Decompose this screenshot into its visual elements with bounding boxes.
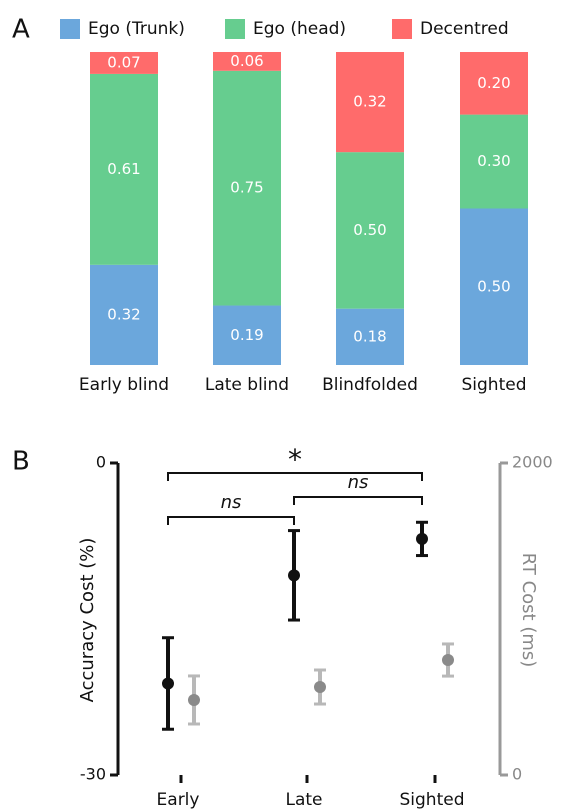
x-tick-label: Early blind	[79, 375, 169, 395]
point	[188, 693, 200, 706]
bar-segment	[213, 70, 281, 306]
x-tick-label: Sighted	[400, 790, 465, 810]
bar-segment	[460, 114, 528, 209]
value-label: 0.30	[477, 152, 510, 170]
bar-segment	[213, 305, 281, 365]
point	[442, 654, 454, 667]
y-tick-label: -30	[80, 765, 106, 784]
legend-swatch	[225, 19, 245, 39]
y-axis-label: Accuracy Cost (%)	[77, 538, 98, 703]
value-label: 0.06	[230, 52, 263, 70]
value-label: 0.07	[107, 53, 140, 71]
bar-segment	[213, 52, 281, 71]
value-label: 0.19	[230, 326, 263, 344]
significance-bracket	[167, 472, 423, 481]
bar-segment	[90, 52, 158, 74]
value-label: 0.18	[353, 327, 386, 345]
bar-segment	[336, 152, 404, 309]
significance-label: ns	[221, 492, 242, 513]
point	[162, 677, 174, 690]
legend-label: Ego (head)	[253, 19, 346, 39]
significance-bracket	[167, 516, 295, 525]
value-label: 0.50	[353, 221, 386, 239]
x-tick-label: Late	[285, 790, 322, 810]
x-tick-label: Blindfolded	[322, 375, 418, 395]
point	[314, 681, 326, 694]
value-label: 0.50	[477, 277, 510, 295]
bar-segment	[336, 308, 404, 365]
bar-segment	[90, 264, 158, 365]
x-tick-label: Early	[157, 790, 200, 810]
bar-segment	[460, 208, 528, 365]
bar-segment	[336, 52, 404, 153]
panel-label: A	[12, 15, 30, 45]
significance-label: ns	[348, 472, 369, 493]
value-label: 0.61	[107, 160, 140, 178]
panel-label: B	[12, 447, 30, 477]
value-label: 0.32	[107, 305, 140, 323]
y2-tick-label: 0	[512, 765, 522, 784]
point	[416, 532, 428, 545]
bar-segment	[90, 73, 158, 265]
point	[288, 569, 300, 582]
significance-bracket	[293, 496, 423, 505]
x-tick-label: Late blind	[205, 375, 289, 395]
y2-tick-label: 2000	[512, 453, 553, 472]
legend-swatch	[60, 19, 80, 39]
value-label: 0.32	[353, 93, 386, 111]
legend-label: Ego (Trunk)	[88, 19, 185, 39]
y2-axis-label: RT Cost (ms)	[518, 553, 539, 668]
legend-label: Decentred	[420, 19, 509, 39]
bar-segment	[460, 52, 528, 115]
significance-label: *	[288, 443, 302, 476]
value-label: 0.75	[230, 179, 263, 197]
x-tick-label: Sighted	[462, 375, 527, 395]
y-tick-label: 0	[96, 453, 106, 472]
value-label: 0.20	[477, 74, 510, 92]
legend-swatch	[392, 19, 412, 39]
